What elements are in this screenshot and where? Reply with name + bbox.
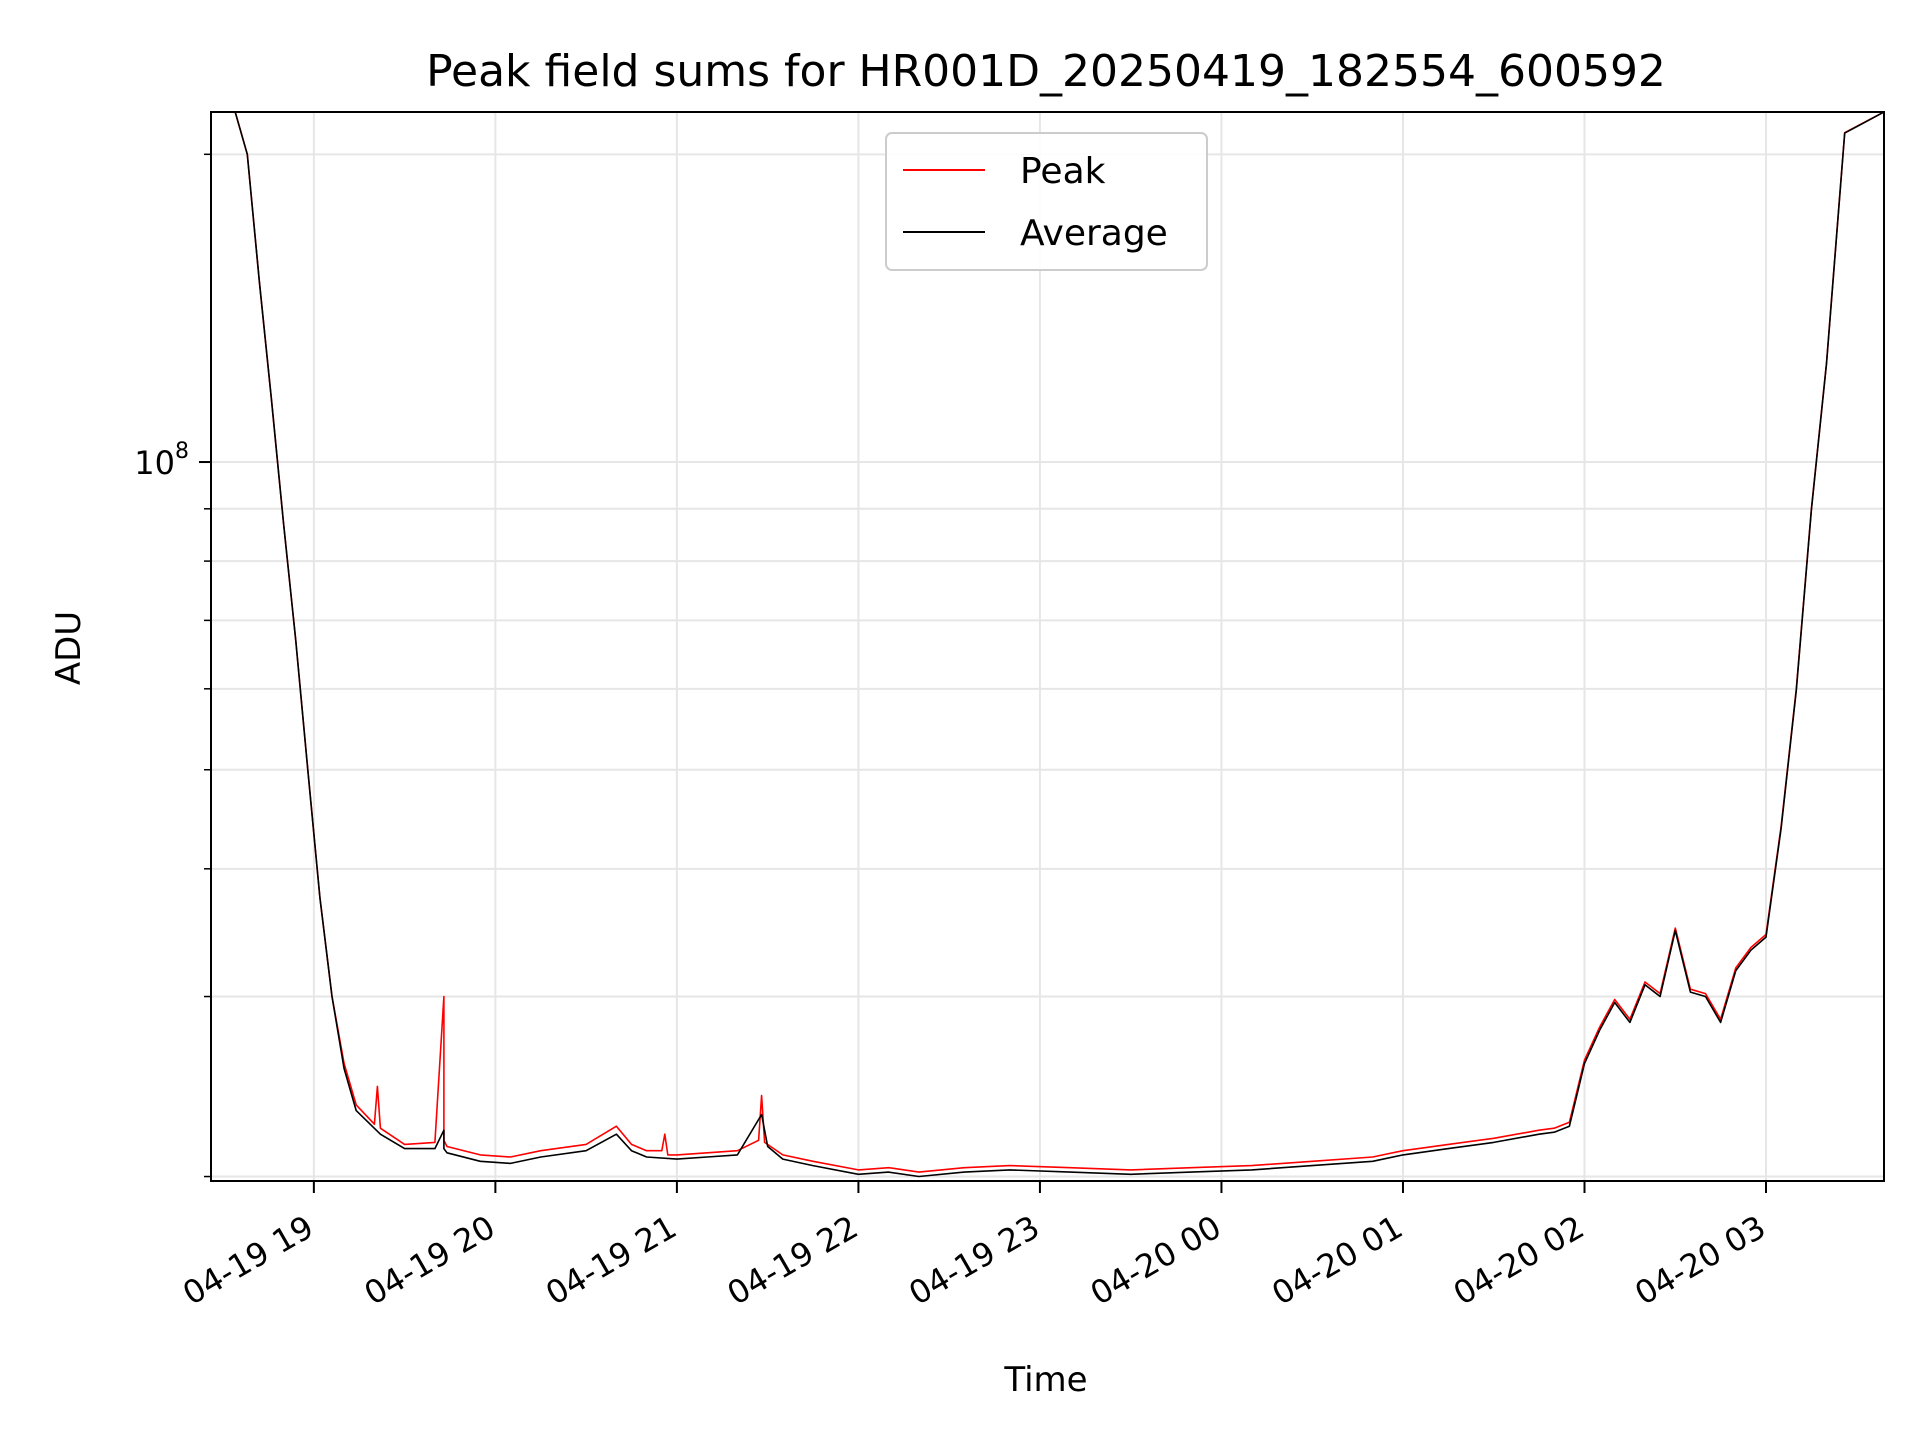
grid [211, 112, 1884, 1181]
legend: Peak Average [885, 132, 1208, 271]
series-group [211, 112, 1884, 1178]
legend-label-average: Average [1020, 213, 1168, 254]
chart-title: Peak field sums for HR001D_20250419_1825… [426, 46, 1666, 97]
x-axis-label: Time [1003, 1360, 1087, 1400]
legend-box [885, 132, 1208, 271]
series-line-average [211, 112, 1884, 1178]
y-tick-label: 108 [134, 439, 189, 482]
y-axis-label: ADU [49, 611, 89, 685]
plot-frame [210, 111, 1885, 1182]
legend-label-peak: Peak [1020, 151, 1106, 192]
y-axis-ticks: 108 [134, 153, 211, 1178]
